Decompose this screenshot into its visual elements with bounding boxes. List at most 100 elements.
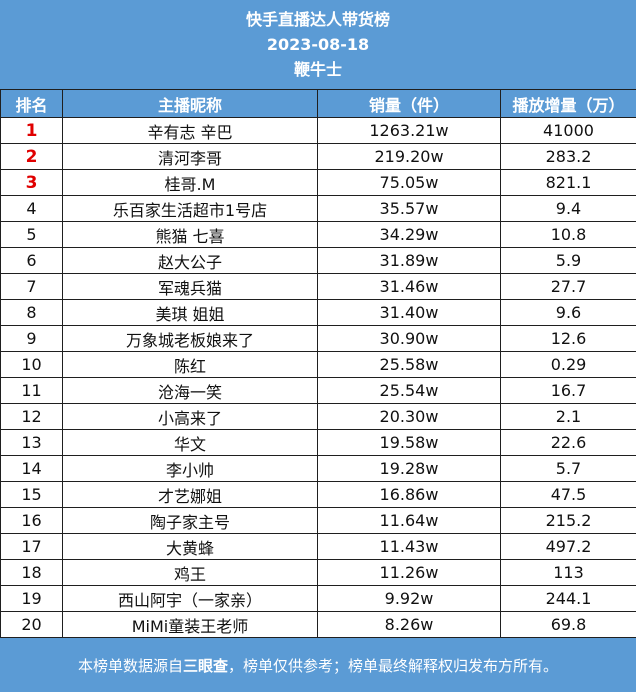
rank-cell: 4 (0, 195, 63, 222)
table-row: 17 大黄蜂 11.43w 497.2 (0, 533, 636, 560)
report-title: 快手直播达人带货榜 (245, 10, 390, 29)
report-brand: 鞭牛士 (293, 60, 342, 79)
name-cell: 军魂兵猫 (62, 273, 318, 300)
table-body: 1 辛有志 辛巴 1263.21w 41000 2 清河李哥 219.20w 283.2 3 桂哥… (0, 117, 636, 638)
views-cell: 244.1 (500, 585, 636, 612)
table-row: 2 清河李哥 219.20w 283.2 (0, 143, 636, 170)
sales-cell: 219.20w (317, 143, 501, 170)
name-cell: 乐百家生活超市1号店 (62, 195, 318, 222)
table-row: 8 美琪 姐姐 31.40w 9.6 (0, 299, 636, 326)
table-row: 9 万象城老板娘来了 30.90w 12.6 (0, 325, 636, 352)
column-header-sales: 销量（件） (317, 89, 501, 118)
views-cell: 22.6 (500, 429, 636, 456)
report-date: 2023-08-18 (266, 35, 370, 54)
rank-cell: 2 (0, 143, 63, 170)
views-cell: 5.9 (500, 247, 636, 274)
table-row: 14 李小帅 19.28w 5.7 (0, 455, 636, 482)
column-header-rank: 排名 (0, 89, 63, 118)
views-cell: 5.7 (500, 455, 636, 482)
footer-source: 三眼查 (182, 656, 228, 675)
table-row: 10 陈红 25.58w 0.29 (0, 351, 636, 378)
rank-cell: 11 (0, 377, 63, 404)
table-row: 15 才艺娜姐 16.86w 47.5 (0, 481, 636, 508)
views-cell: 113 (500, 559, 636, 586)
sales-cell: 25.58w (317, 351, 501, 378)
table-row: 1 辛有志 辛巴 1263.21w 41000 (0, 117, 636, 144)
sales-cell: 20.30w (317, 403, 501, 430)
sales-cell: 16.86w (317, 481, 501, 508)
name-cell: 陈红 (62, 351, 318, 378)
rank-cell: 13 (0, 429, 63, 456)
table-row: 3 桂哥.M 75.05w 821.1 (0, 169, 636, 196)
views-cell: 215.2 (500, 507, 636, 534)
sales-cell: 11.43w (317, 533, 501, 560)
name-cell: 李小帅 (62, 455, 318, 482)
sales-cell: 19.58w (317, 429, 501, 456)
sales-cell: 19.28w (317, 455, 501, 482)
name-cell: 沧海一笑 (62, 377, 318, 404)
name-cell: 华文 (62, 429, 318, 456)
rank-cell: 7 (0, 273, 63, 300)
sales-cell: 75.05w (317, 169, 501, 196)
footer-suffix: ，榜单仅供参考；榜单最终解释权归发布方所有。 (228, 656, 559, 675)
sales-cell: 35.57w (317, 195, 501, 222)
name-cell: MiMi童装王老师 (62, 611, 318, 638)
name-cell: 桂哥.M (62, 169, 318, 196)
table-row: 11 沧海一笑 25.54w 16.7 (0, 377, 636, 404)
table-row: 4 乐百家生活超市1号店 35.57w 9.4 (0, 195, 636, 222)
rank-cell: 15 (0, 481, 63, 508)
name-cell: 陶子家主号 (62, 507, 318, 534)
ranking-table: 排名 主播昵称 销量（件） 播放增量（万） 1 辛有志 辛巴 1263.21w 410… (0, 89, 636, 638)
rank-cell: 18 (0, 559, 63, 586)
table-row: 12 小高来了 20.30w 2.1 (0, 403, 636, 430)
rank-cell: 20 (0, 611, 63, 638)
name-cell: 辛有志 辛巴 (62, 117, 318, 144)
name-cell: 大黄蜂 (62, 533, 318, 560)
sales-cell: 8.26w (317, 611, 501, 638)
name-cell: 熊猫 七喜 (62, 221, 318, 248)
views-cell: 9.4 (500, 195, 636, 222)
table-row: 13 华文 19.58w 22.6 (0, 429, 636, 456)
name-cell: 美琪 姐姐 (62, 299, 318, 326)
table-row: 7 军魂兵猫 31.46w 27.7 (0, 273, 636, 300)
table-row: 19 西山阿宇（一家亲） 9.92w 244.1 (0, 585, 636, 612)
sales-cell: 9.92w (317, 585, 501, 612)
rank-cell: 17 (0, 533, 63, 560)
views-cell: 27.7 (500, 273, 636, 300)
sales-cell: 30.90w (317, 325, 501, 352)
views-cell: 47.5 (500, 481, 636, 508)
rank-cell: 8 (0, 299, 63, 326)
table-row: 6 赵大公子 31.89w 5.9 (0, 247, 636, 274)
rank-cell: 3 (0, 169, 63, 196)
sales-cell: 31.40w (317, 299, 501, 326)
views-cell: 69.8 (500, 611, 636, 638)
rank-cell: 12 (0, 403, 63, 430)
name-cell: 鸡王 (62, 559, 318, 586)
rank-cell: 1 (0, 117, 63, 144)
sales-cell: 34.29w (317, 221, 501, 248)
report-footer: 本榜单数据源自 三眼查 ，榜单仅供参考；榜单最终解释权归发布方所有。 (0, 638, 636, 692)
views-cell: 497.2 (500, 533, 636, 560)
sales-cell: 11.26w (317, 559, 501, 586)
views-cell: 2.1 (500, 403, 636, 430)
name-cell: 西山阿宇（一家亲） (62, 585, 318, 612)
views-cell: 41000 (500, 117, 636, 144)
name-cell: 万象城老板娘来了 (62, 325, 318, 352)
views-cell: 283.2 (500, 143, 636, 170)
sales-cell: 31.89w (317, 247, 501, 274)
sales-cell: 1263.21w (317, 117, 501, 144)
table-row: 18 鸡王 11.26w 113 (0, 559, 636, 586)
table-header-row: 排名 主播昵称 销量（件） 播放增量（万） (0, 89, 636, 118)
views-cell: 16.7 (500, 377, 636, 404)
name-cell: 小高来了 (62, 403, 318, 430)
rank-cell: 6 (0, 247, 63, 274)
sales-cell: 31.46w (317, 273, 501, 300)
column-header-views: 播放增量（万） (500, 89, 636, 118)
table-row: 20 MiMi童装王老师 8.26w 69.8 (0, 611, 636, 638)
sales-cell: 25.54w (317, 377, 501, 404)
name-cell: 清河李哥 (62, 143, 318, 170)
views-cell: 9.6 (500, 299, 636, 326)
rank-cell: 10 (0, 351, 63, 378)
footer-prefix: 本榜单数据源自 (77, 656, 183, 675)
rank-cell: 19 (0, 585, 63, 612)
